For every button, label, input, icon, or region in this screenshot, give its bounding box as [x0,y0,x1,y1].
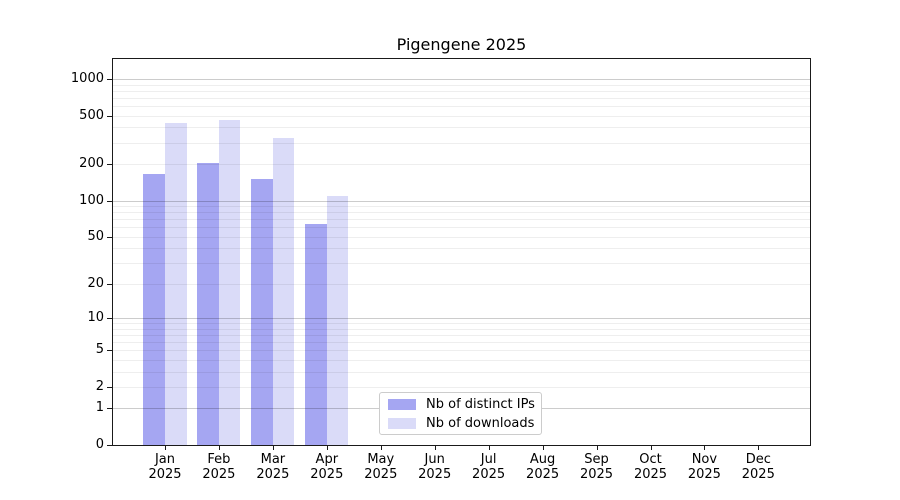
gridline-80 [113,212,810,214]
gridline-900 [113,84,810,86]
gridline-100 [113,200,810,202]
x-tick-mark [380,445,382,450]
y-tick-label: 0 [95,437,104,452]
x-tick-label: Nov 2025 [687,452,721,482]
gridline-1000 [113,78,810,80]
x-tick-mark [596,445,598,450]
bar [143,174,165,445]
x-tick-mark [542,445,544,450]
y-tick-label: 100 [79,192,104,208]
y-tick-mark [107,236,112,238]
bar [197,162,219,445]
y-tick-mark [107,200,112,202]
grid-layer [113,59,810,445]
y-tick-label: 10 [87,310,104,325]
y-tick-mark [107,445,112,446]
legend-entry-downloads: Nb of downloads [380,415,541,432]
y-tick-mark [107,164,112,165]
x-tick-mark [326,445,328,450]
gridline-4 [113,359,810,361]
bar [326,195,349,445]
gridline-20 [113,283,810,285]
x-tick-mark [704,445,706,450]
x-tick-mark [272,445,274,450]
x-tick-label: Oct 2025 [633,452,668,482]
gridline-60 [113,227,810,229]
x-tick-mark [488,445,490,450]
gridline-500 [113,115,810,117]
y-tick-mark [107,408,112,410]
y-tick-label: 20 [87,275,104,291]
gridline-5 [113,350,810,352]
x-tick-mark [650,445,652,450]
gridline-400 [113,127,810,129]
bar [218,120,241,445]
x-tick-label: Aug 2025 [526,452,560,482]
legend-label-distinct-ips: Nb of distinct IPs [426,396,535,412]
gridline-7 [113,334,810,336]
x-tick-label: Dec 2025 [741,452,775,482]
gridline-800 [113,90,810,92]
y-tick-label: 5 [95,342,104,358]
legend-swatch-distinct-ips [388,398,416,410]
x-tick-label: May 2025 [364,452,398,482]
gridline-70 [113,219,810,221]
y-tick-mark [107,283,112,285]
gridline-700 [113,97,810,99]
x-tick-label: Jun 2025 [418,452,452,482]
gridline-200 [113,164,810,165]
y-tick-mark [107,318,112,319]
chart-title: Pigengene 2025 [396,35,527,54]
gridline-2 [113,386,810,388]
gridline-8 [113,328,810,330]
y-tick-label: 500 [79,107,104,123]
bar [305,223,327,445]
gridline-9 [113,323,810,324]
gridline-90 [113,206,810,207]
gridline-30 [113,263,810,265]
x-tick-mark [165,445,166,450]
x-tick-label: Feb 2025 [202,452,236,482]
bar [165,123,187,445]
legend-label-downloads: Nb of downloads [426,415,535,431]
x-tick-label: Sep 2025 [579,452,614,482]
legend: Nb of distinct IPs Nb of downloads [379,392,542,435]
gridline-10 [113,318,810,319]
x-tick-mark [434,445,436,450]
gridline-50 [113,236,810,238]
y-tick-label: 1 [95,400,104,416]
bar [272,137,295,445]
y-tick-mark [107,78,112,80]
gridline-40 [113,248,810,250]
legend-entry-distinct-ips: Nb of distinct IPs [380,396,541,413]
gridline-600 [113,106,810,107]
x-tick-label: Mar 2025 [256,452,290,482]
bars-layer [113,59,810,445]
x-tick-mark [758,445,760,450]
bar [251,178,273,445]
y-tick-mark [107,386,112,388]
y-tick-label: 1000 [70,70,104,86]
y-tick-mark [107,350,112,352]
plot-area [112,58,811,446]
y-tick-mark [107,115,112,117]
y-tick-label: 200 [79,156,104,171]
y-tick-label: 50 [87,228,104,244]
gridline-6 [113,341,810,343]
y-tick-label: 2 [95,378,104,394]
x-tick-label: Jul 2025 [472,452,506,482]
x-tick-mark [218,445,220,450]
x-tick-label: Apr 2025 [310,452,344,482]
legend-swatch-downloads [388,417,416,429]
x-tick-label: Jan 2025 [148,452,182,482]
gridline-300 [113,142,810,144]
gridline-3 [113,371,810,373]
